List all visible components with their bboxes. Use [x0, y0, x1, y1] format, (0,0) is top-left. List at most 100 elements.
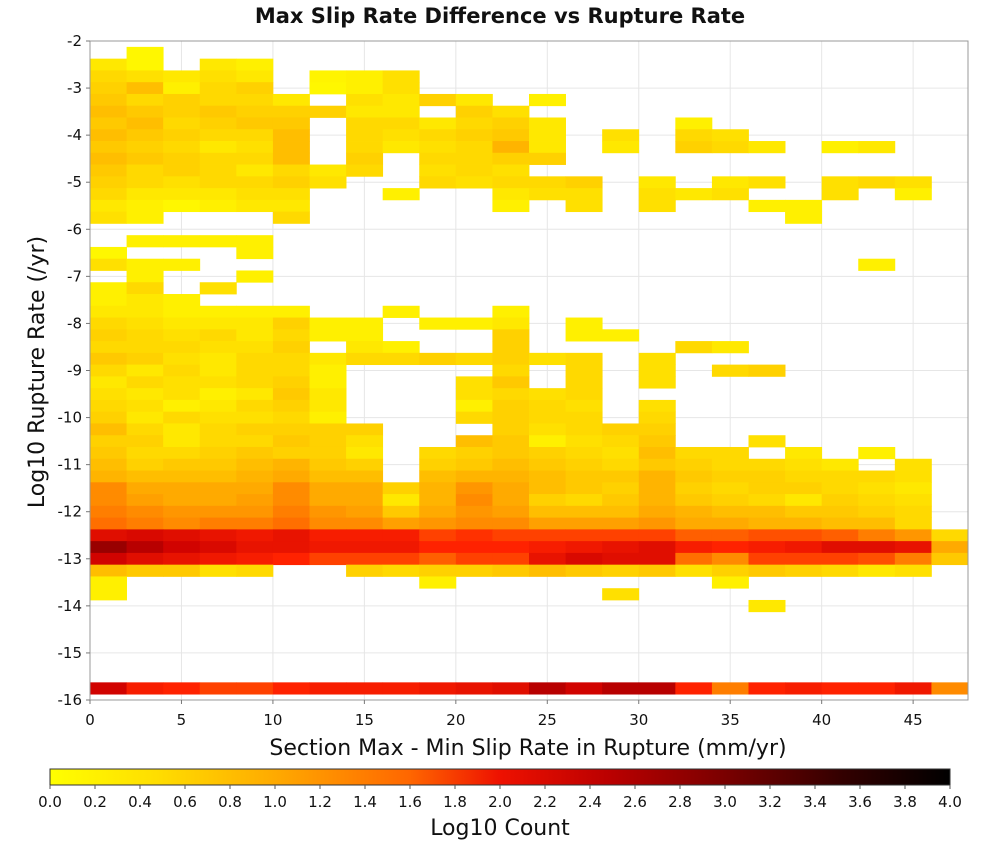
heatmap-cell: [638, 399, 676, 413]
heatmap-cell: [419, 176, 457, 189]
heatmap-cell: [382, 564, 420, 577]
heatmap-cell: [492, 541, 530, 554]
heatmap-cell: [346, 317, 384, 330]
heatmap-cell: [455, 552, 493, 566]
heatmap-cell: [163, 376, 201, 389]
colorbar-tick-label: 0.0: [38, 793, 62, 811]
heatmap-cell: [90, 199, 127, 213]
heatmap-cell: [492, 105, 530, 118]
heatmap-cell: [711, 541, 749, 554]
heatmap-cell: [894, 494, 932, 507]
heatmap-cell: [90, 164, 127, 177]
heatmap-cell: [711, 364, 749, 377]
heatmap-cell: [199, 682, 237, 695]
heatmap-cell: [529, 399, 566, 413]
heatmap-cell: [126, 82, 164, 95]
heatmap-cell: [90, 341, 127, 354]
heatmap-cell: [419, 117, 457, 130]
heatmap-cell: [309, 517, 347, 530]
heatmap-cell: [931, 682, 969, 695]
heatmap-cell: [419, 494, 457, 507]
heatmap-cell: [455, 517, 493, 530]
heatmap-cell: [126, 270, 164, 283]
heatmap-cell: [199, 105, 237, 118]
heatmap-cell: [894, 505, 932, 518]
heatmap-cell: [163, 541, 201, 554]
heatmap-cell: [748, 682, 786, 695]
heatmap-cell: [638, 376, 676, 389]
heatmap-cell: [90, 152, 127, 165]
heatmap-cell: [419, 564, 457, 577]
heatmap-cell: [382, 682, 420, 695]
heatmap-cell: [894, 470, 932, 483]
colorbar-tick-label: 0.6: [173, 793, 197, 811]
heatmap-cell: [199, 93, 237, 107]
y-tick-label: -11: [58, 456, 83, 474]
heatmap-cell: [419, 93, 457, 107]
heatmap-cell: [236, 564, 274, 577]
heatmap-cell: [711, 341, 749, 354]
y-tick-label: -14: [58, 597, 83, 615]
heatmap-cell: [126, 282, 164, 295]
heatmap-cell: [529, 505, 566, 518]
heatmap-cell: [894, 482, 932, 495]
heatmap-cell: [565, 376, 603, 389]
heatmap-cell: [236, 305, 274, 318]
heatmap-cell: [346, 341, 384, 354]
heatmap-cell: [199, 399, 237, 413]
heatmap-cell: [236, 141, 274, 154]
colorbar-tick-label: 1.2: [308, 793, 332, 811]
heatmap-cell: [602, 505, 640, 518]
heatmap-cell: [785, 564, 823, 577]
heatmap-cell: [675, 117, 713, 130]
colorbar-title: Log10 Count: [430, 816, 570, 841]
heatmap-cell: [199, 494, 237, 507]
heatmap-cell: [529, 482, 566, 495]
heatmap-cell: [785, 211, 823, 224]
heatmap-cell: [309, 176, 347, 189]
heatmap-cell: [126, 552, 164, 566]
y-tick-label: -7: [67, 267, 82, 285]
heatmap-cell: [199, 317, 237, 330]
heatmap-cell: [455, 564, 493, 577]
heatmap-cell: [638, 529, 676, 542]
heatmap-cell: [821, 458, 859, 471]
heatmap-cell: [529, 129, 566, 142]
heatmap-cell: [163, 199, 201, 213]
heatmap-cell: [199, 235, 237, 248]
heatmap-cell: [529, 176, 566, 189]
heatmap-cell: [821, 517, 859, 530]
heatmap-cell: [236, 458, 274, 471]
heatmap-cell: [455, 482, 493, 495]
heatmap-cell: [638, 517, 676, 530]
heatmap-cell: [126, 329, 164, 342]
heatmap-cell: [529, 470, 566, 483]
heatmap-cell: [272, 176, 310, 189]
heatmap-cell: [455, 317, 493, 330]
heatmap-cell: [90, 682, 127, 695]
heatmap-cell: [309, 352, 347, 366]
heatmap-cell: [821, 552, 859, 566]
heatmap-cell: [748, 176, 786, 189]
heatmap-cell: [309, 552, 347, 566]
heatmap-cell: [565, 188, 603, 201]
heatmap-cell: [529, 352, 566, 366]
heatmap-cell: [163, 470, 201, 483]
heatmap-cell: [163, 235, 201, 248]
colorbar: [49, 768, 951, 786]
heatmap-cell: [236, 388, 274, 401]
heatmap-cell: [236, 517, 274, 530]
heatmap-cell: [272, 341, 310, 354]
heatmap-cell: [236, 176, 274, 189]
heatmap-cell: [748, 564, 786, 577]
heatmap-cell: [602, 552, 640, 566]
heatmap-cell: [346, 164, 384, 177]
heatmap-cell: [711, 564, 749, 577]
heatmap-cell: [529, 529, 566, 542]
colorbar-tick-label: 2.4: [578, 793, 602, 811]
heatmap-cell: [419, 152, 457, 165]
heatmap-cell: [492, 341, 530, 354]
heatmap-cell: [492, 117, 530, 130]
heatmap-cell: [382, 505, 420, 518]
heatmap-cell: [309, 70, 347, 83]
